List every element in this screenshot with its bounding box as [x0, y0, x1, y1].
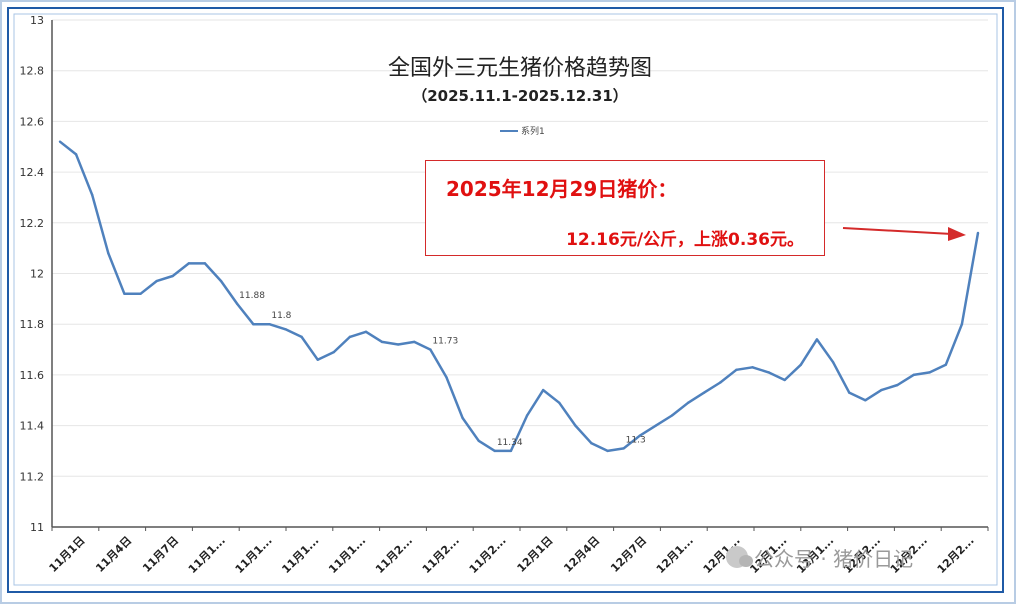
data-point — [155, 279, 158, 283]
data-label: 11.8 — [271, 311, 291, 321]
data-labels: 11.88 11.8 11.73 11.34 11.3 — [239, 291, 646, 448]
y-tick-label: 11 — [30, 521, 44, 534]
y-tick-label: 12.4 — [20, 166, 45, 179]
data-point — [928, 371, 931, 374]
legend-label: 系列1 — [521, 125, 545, 137]
data-point — [139, 292, 142, 295]
data-point — [493, 449, 497, 453]
data-point — [397, 343, 400, 346]
data-point — [799, 363, 803, 366]
annotation-title: 2025年12月29日猪价： — [446, 177, 678, 201]
data-point — [622, 447, 625, 450]
data-point — [558, 401, 561, 404]
data-point — [880, 388, 883, 392]
data-point — [284, 328, 287, 331]
data-point — [107, 252, 110, 255]
data-label: 11.34 — [497, 438, 523, 448]
data-point — [590, 442, 593, 445]
data-point — [91, 193, 94, 197]
data-point — [976, 231, 980, 235]
y-axis-ticks: 11 11.2 11.4 11.6 11.8 12 12.2 12.4 12.6 12.8 13 — [20, 14, 45, 534]
data-point — [187, 262, 191, 265]
data-point — [123, 292, 126, 295]
watermark-text: 公众号 · 猪价日记 — [754, 546, 914, 571]
data-point — [654, 424, 658, 427]
data-point — [703, 391, 706, 394]
data-point — [445, 376, 448, 379]
data-point — [896, 383, 899, 387]
data-point — [235, 302, 239, 306]
data-point — [348, 335, 352, 339]
axes — [51, 20, 988, 528]
data-point — [268, 323, 271, 326]
data-point — [686, 401, 690, 404]
data-point — [783, 378, 786, 382]
data-point — [252, 323, 255, 326]
y-tick-label: 11.4 — [20, 420, 45, 433]
data-label: 11.3 — [626, 435, 646, 445]
data-point — [960, 323, 964, 326]
data-point — [606, 449, 609, 453]
data-point — [541, 388, 545, 392]
data-point — [380, 340, 384, 344]
legend: 系列1 — [500, 125, 545, 137]
data-point — [525, 414, 529, 417]
data-point — [509, 449, 513, 453]
data-point — [719, 381, 722, 384]
y-tick-label: 12.6 — [20, 115, 45, 128]
data-label: 11.73 — [432, 337, 458, 347]
data-point — [332, 350, 335, 354]
annotation-body: 12.16元/公斤，上涨0.36元。 — [566, 230, 804, 250]
annotation-box: 2025年12月29日猪价： 12.16元/公斤，上涨0.36元。 — [425, 160, 825, 256]
data-point — [944, 363, 947, 366]
data-point — [847, 391, 851, 394]
chart-subtitle: （2025.11.1-2025.12.31） — [412, 87, 628, 105]
data-point — [831, 361, 835, 364]
data-point — [461, 416, 464, 420]
data-point — [477, 439, 480, 443]
y-tick-label: 11.6 — [20, 369, 45, 382]
data-point — [815, 338, 819, 341]
y-tick-label: 13 — [30, 14, 44, 27]
series-points — [58, 140, 980, 453]
data-point — [219, 279, 223, 283]
y-tick-label: 12.2 — [20, 217, 45, 230]
data-point — [429, 348, 432, 351]
data-point — [316, 358, 319, 361]
chart-title: 全国外三元生猪价格趋势图 — [388, 56, 652, 81]
data-point — [203, 262, 207, 265]
data-point — [912, 373, 915, 377]
annotation-arrow — [842, 227, 966, 241]
watermark: 公众号 · 猪价日记 — [726, 542, 913, 572]
data-point — [638, 434, 641, 437]
data-point — [74, 153, 78, 156]
y-tick-label: 11.2 — [20, 470, 45, 483]
data-point — [413, 340, 416, 344]
data-point — [751, 366, 754, 369]
data-point — [735, 368, 738, 372]
data-point — [58, 140, 62, 143]
y-tick-label: 11.8 — [20, 318, 45, 331]
series-line — [59, 140, 980, 453]
data-point — [670, 414, 674, 417]
data-point — [574, 424, 577, 427]
data-label: 11.88 — [239, 291, 265, 301]
y-tick-label: 12.8 — [20, 65, 45, 78]
data-point — [300, 335, 303, 339]
data-point — [364, 330, 368, 334]
y-tick-label: 12 — [30, 268, 44, 281]
data-point — [864, 399, 867, 402]
data-point — [767, 371, 770, 374]
data-point — [171, 274, 174, 278]
wechat-icon — [726, 546, 753, 568]
